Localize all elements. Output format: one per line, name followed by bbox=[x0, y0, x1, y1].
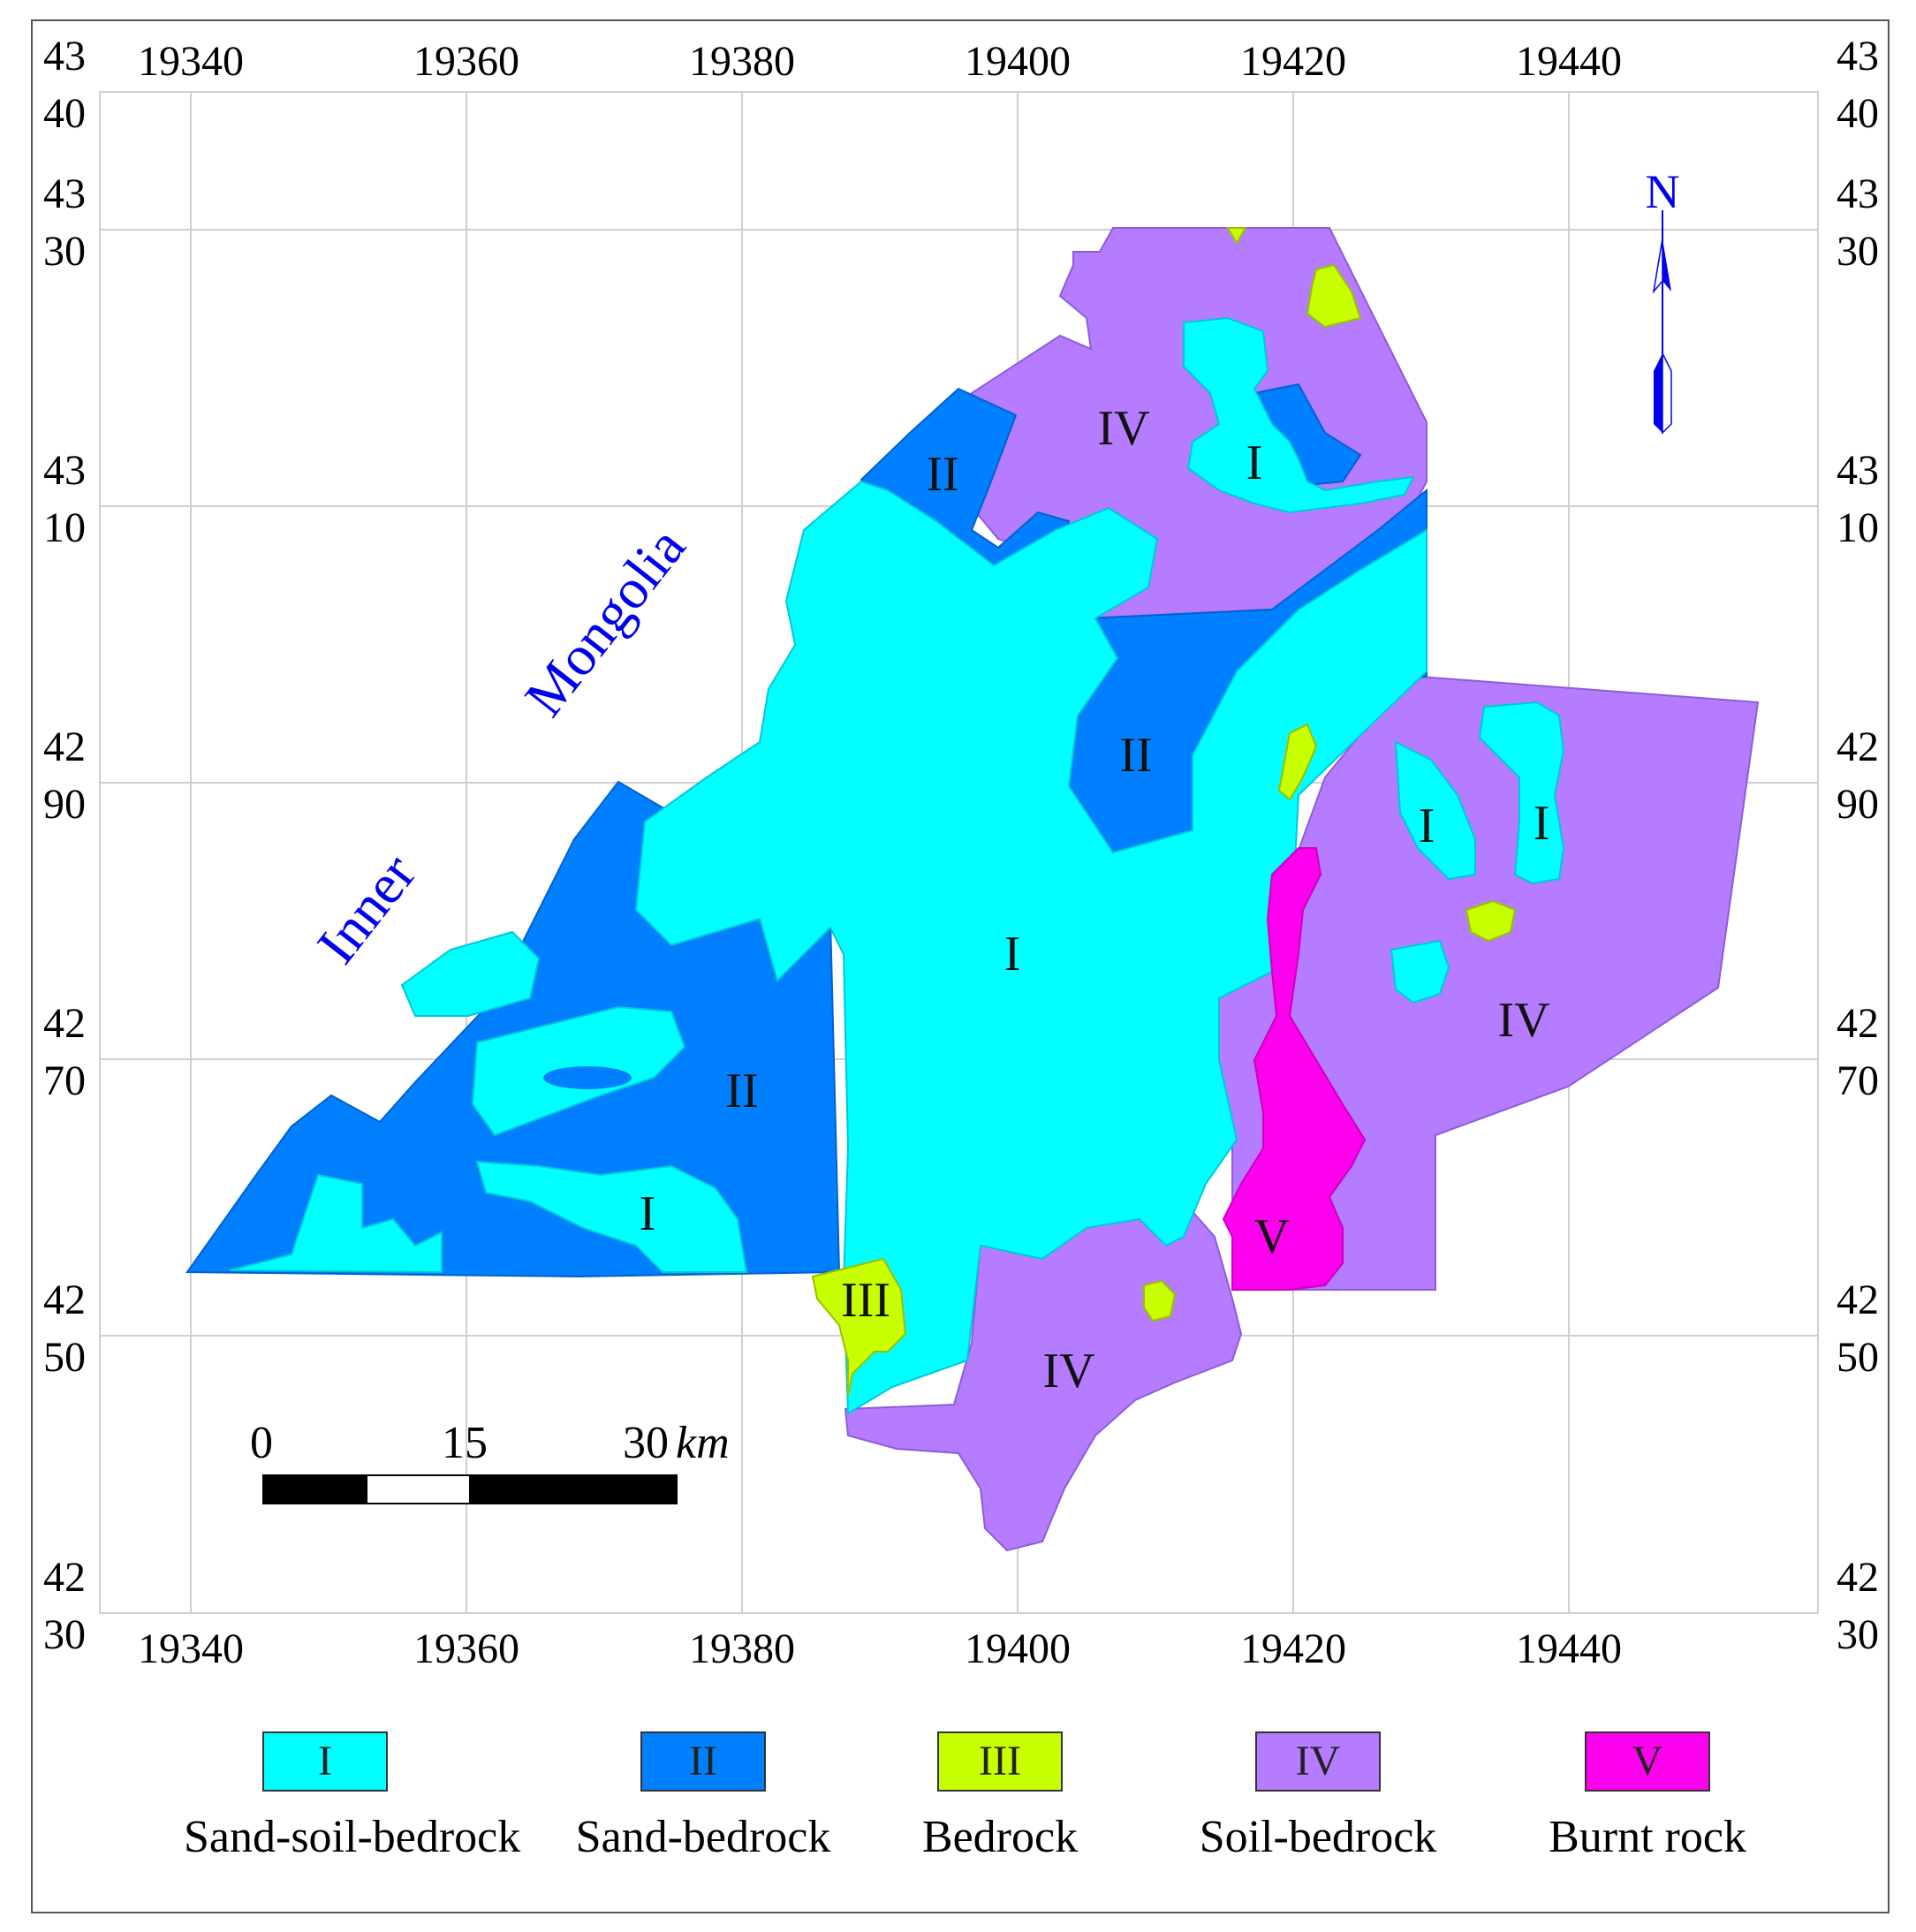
scale-label-unit: km bbox=[676, 1418, 730, 1468]
zone-sand-soil-bedrock-southwest bbox=[475, 1160, 748, 1273]
zone-label-ii-west: II bbox=[725, 1064, 758, 1118]
legend-item: I Sand-soil-bedrock bbox=[184, 1731, 521, 1863]
north-label: N bbox=[1646, 165, 1680, 218]
y-tick-right-upper: 42 bbox=[1836, 1000, 1879, 1047]
y-tick-right-lower: 70 bbox=[1836, 1057, 1879, 1104]
y-tick-right-lower: 40 bbox=[1836, 90, 1879, 137]
y-tick-left-upper: 43 bbox=[43, 447, 86, 494]
geologic-zoning-map: IV I II II I I I IV II I V III IV Inner … bbox=[43, 33, 1879, 1672]
x-tick-top: 19440 bbox=[1516, 38, 1622, 85]
scale-label-mid: 15 bbox=[442, 1418, 488, 1468]
zone-burnt-rock bbox=[1222, 847, 1367, 1291]
y-tick-left-lower: 30 bbox=[43, 1611, 86, 1658]
legend-item: IV Soil-bedrock bbox=[1177, 1731, 1459, 1863]
y-tick-left-lower: 70 bbox=[43, 1057, 86, 1104]
zone-sand-soil-bedrock-central bbox=[634, 480, 1428, 1415]
x-tick-top: 19400 bbox=[965, 38, 1071, 85]
legend-label: Sand-bedrock bbox=[575, 1812, 831, 1862]
legend-swatch: III bbox=[937, 1731, 1063, 1792]
y-tick-left-lower: 50 bbox=[43, 1334, 86, 1381]
x-tick-top: 19420 bbox=[1240, 38, 1346, 85]
y-tick-right-lower: 30 bbox=[1836, 228, 1879, 275]
legend-label: Soil-bedrock bbox=[1199, 1812, 1437, 1862]
zone-label-i-central: I bbox=[1004, 927, 1021, 981]
zone-sand-soil-bedrock-east-1 bbox=[1394, 740, 1476, 881]
y-tick-left-lower: 90 bbox=[43, 781, 86, 828]
y-tick-right-upper: 42 bbox=[1836, 1277, 1879, 1323]
x-tick-bottom: 19340 bbox=[138, 1625, 244, 1672]
y-tick-right-upper: 43 bbox=[1836, 447, 1879, 494]
legend-swatch: I bbox=[262, 1731, 388, 1792]
zone-label-i-southwest: I bbox=[640, 1186, 656, 1241]
zone-label-iv-east: IV bbox=[1497, 993, 1549, 1048]
y-tick-left-upper: 42 bbox=[43, 1554, 86, 1601]
x-tick-bottom: 19420 bbox=[1240, 1625, 1346, 1672]
zone-bedrock-northeast bbox=[1306, 263, 1362, 329]
zone-sand-soil-bedrock-east-3 bbox=[1390, 939, 1450, 1004]
zone-bedrock-central bbox=[1277, 723, 1318, 801]
legend-swatch: V bbox=[1585, 1731, 1710, 1792]
x-tick-bottom: 19380 bbox=[689, 1625, 795, 1672]
zone-label-iv-north: IV bbox=[1097, 401, 1149, 456]
zone-label-i-east-1: I bbox=[1419, 799, 1435, 853]
legend-swatch: II bbox=[640, 1731, 766, 1792]
scale-label-start: 0 bbox=[250, 1418, 273, 1468]
y-tick-left-upper: 42 bbox=[43, 1277, 86, 1323]
north-arrow-icon bbox=[1652, 210, 1672, 435]
zone-bedrock-north-tip bbox=[1226, 227, 1247, 245]
zone-sand-soil-bedrock-west bbox=[400, 930, 541, 1017]
zone-bedrock-east bbox=[1465, 899, 1517, 943]
x-tick-bottom: 19440 bbox=[1516, 1625, 1622, 1672]
y-tick-right-upper: 42 bbox=[1836, 1554, 1879, 1601]
legend-item: V Burnt rock bbox=[1506, 1731, 1789, 1863]
y-tick-left-lower: 10 bbox=[43, 504, 86, 551]
legend-item: II Sand-bedrock bbox=[562, 1731, 844, 1863]
zone-label-v: V bbox=[1254, 1209, 1290, 1264]
zone-sand-soil-bedrock-north bbox=[1183, 316, 1415, 514]
legend-label: Bedrock bbox=[921, 1812, 1079, 1862]
x-tick-top: 19360 bbox=[413, 38, 519, 85]
y-tick-right-lower: 50 bbox=[1836, 1334, 1879, 1381]
inner-sand-bedrock-pocket bbox=[543, 1066, 632, 1089]
zone-label-iii: III bbox=[841, 1273, 890, 1328]
y-tick-left-upper: 42 bbox=[43, 1000, 86, 1047]
figure-frame bbox=[31, 19, 1889, 1913]
zone-label-iv-south: IV bbox=[1042, 1344, 1094, 1398]
zone-label-i-north: I bbox=[1246, 436, 1263, 490]
legend-swatch: IV bbox=[1255, 1731, 1381, 1792]
zone-bedrock-south bbox=[811, 1257, 907, 1397]
x-tick-top: 19340 bbox=[138, 38, 244, 85]
scale-bar bbox=[262, 1474, 678, 1504]
legend-label: Burnt rock bbox=[1549, 1812, 1746, 1862]
y-tick-left-upper: 43 bbox=[43, 33, 86, 80]
y-tick-left-upper: 43 bbox=[43, 170, 86, 217]
zone-sand-soil-bedrock-far-west bbox=[229, 1173, 443, 1274]
y-tick-right-lower: 90 bbox=[1836, 781, 1879, 828]
legend-item: III Bedrock bbox=[859, 1731, 1141, 1863]
zone-label-i-east-2: I bbox=[1534, 796, 1550, 851]
y-tick-right-upper: 43 bbox=[1836, 170, 1879, 217]
zone-label-ii-central: II bbox=[1119, 728, 1152, 783]
y-tick-left-lower: 40 bbox=[43, 90, 86, 137]
x-tick-bottom: 19400 bbox=[965, 1625, 1071, 1672]
x-tick-bottom: 19360 bbox=[413, 1625, 519, 1672]
scale-label-end: 30 bbox=[623, 1418, 669, 1468]
y-tick-right-upper: 42 bbox=[1836, 724, 1879, 770]
legend-label: Sand-soil-bedrock bbox=[184, 1812, 521, 1862]
y-tick-right-lower: 30 bbox=[1836, 1611, 1879, 1658]
x-tick-top: 19380 bbox=[689, 38, 795, 85]
zone-bedrock-south-small bbox=[1143, 1279, 1177, 1322]
zone-sand-soil-bedrock-east-2 bbox=[1478, 701, 1565, 885]
y-tick-left-lower: 30 bbox=[43, 228, 86, 275]
zone-label-ii-north: II bbox=[926, 447, 958, 502]
y-tick-right-lower: 10 bbox=[1836, 504, 1879, 551]
y-tick-right-upper: 43 bbox=[1836, 33, 1879, 80]
y-tick-left-upper: 42 bbox=[43, 724, 86, 770]
